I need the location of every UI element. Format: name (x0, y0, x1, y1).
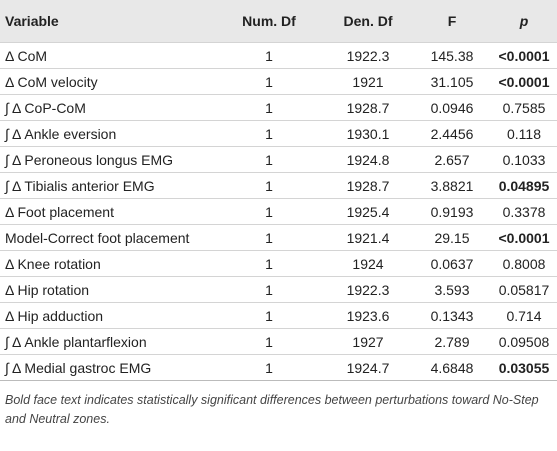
value-cell: 0.04895 (491, 172, 557, 199)
value-cell: <0.0001 (491, 224, 557, 251)
footnote: Bold face text indicates statistically s… (0, 380, 557, 429)
variable-cell: ∫ Δ Peroneous longus EMG (0, 146, 215, 173)
value-cell: 1 (215, 354, 323, 380)
header-cell: Variable (0, 0, 215, 43)
value-cell: 2.4456 (413, 120, 491, 147)
value-cell: 0.3378 (491, 198, 557, 225)
value-cell: 1930.1 (323, 120, 413, 147)
value-cell: <0.0001 (491, 68, 557, 95)
value-cell: 1924.7 (323, 354, 413, 380)
value-cell: 1 (215, 68, 323, 95)
value-cell: 1928.7 (323, 172, 413, 199)
value-cell: 0.05817 (491, 276, 557, 303)
table-row: ∫ Δ CoP-CoM 1 1928.7 0.0946 0.7585 (0, 94, 557, 121)
value-cell: 1 (215, 198, 323, 225)
value-cell: 1 (215, 146, 323, 173)
value-cell: 0.03055 (491, 354, 557, 380)
value-cell: 1921.4 (323, 224, 413, 251)
value-cell: 29.15 (413, 224, 491, 251)
table-row: Δ Hip adduction 1 1923.6 0.1343 0.714 (0, 302, 557, 329)
header-row: Variable Num. Df Den. Df F p (0, 0, 557, 43)
table-body: Δ CoM 1 1922.3 145.38 <0.0001 Δ CoM velocity 1… (0, 42, 557, 380)
value-cell: 1 (215, 250, 323, 277)
variable-cell: Model-Correct foot placement (0, 224, 215, 251)
value-cell: 0.0637 (413, 250, 491, 277)
value-cell: 2.657 (413, 146, 491, 173)
value-cell: <0.0001 (491, 42, 557, 69)
value-cell: 1924.8 (323, 146, 413, 173)
value-cell: 1 (215, 120, 323, 147)
table-row: Model-Correct foot placement 1 1921.4 29.15… (0, 224, 557, 251)
value-cell: 0.7585 (491, 94, 557, 121)
header-cell: p (491, 0, 557, 43)
value-cell: 1922.3 (323, 42, 413, 69)
variable-cell: ∫ Δ Ankle plantarflexion (0, 328, 215, 355)
table-row: ∫ Δ Peroneous longus EMG 1 1924.8 2.657 0.10… (0, 146, 557, 173)
value-cell: 145.38 (413, 42, 491, 69)
value-cell: 4.6848 (413, 354, 491, 380)
table-row: Δ CoM velocity 1 1921 31.105 <0.0001 (0, 68, 557, 95)
table-row: Δ Knee rotation 1 1924 0.0637 0.8008 (0, 250, 557, 277)
value-cell: 1 (215, 172, 323, 199)
value-cell: 1 (215, 42, 323, 69)
value-cell: 0.0946 (413, 94, 491, 121)
value-cell: 1925.4 (323, 198, 413, 225)
value-cell: 0.1343 (413, 302, 491, 329)
variable-cell: Δ CoM velocity (0, 68, 215, 95)
value-cell: 1928.7 (323, 94, 413, 121)
value-cell: 2.789 (413, 328, 491, 355)
value-cell: 1927 (323, 328, 413, 355)
value-cell: 1 (215, 328, 323, 355)
variable-cell: Δ CoM (0, 42, 215, 69)
table-row: Δ CoM 1 1922.3 145.38 <0.0001 (0, 42, 557, 69)
value-cell: 3.8821 (413, 172, 491, 199)
value-cell: 1 (215, 94, 323, 121)
variable-cell: ∫ Δ Ankle eversion (0, 120, 215, 147)
variable-cell: ∫ Δ Tibialis anterior EMG (0, 172, 215, 199)
value-cell: 1923.6 (323, 302, 413, 329)
header-cell: Den. Df (323, 0, 413, 43)
value-cell: 1921 (323, 68, 413, 95)
table-row: ∫ Δ Ankle eversion 1 1930.1 2.4456 0.118 (0, 120, 557, 147)
value-cell: 0.8008 (491, 250, 557, 277)
value-cell: 1 (215, 224, 323, 251)
variable-cell: Δ Hip adduction (0, 302, 215, 329)
value-cell: 31.105 (413, 68, 491, 95)
table-row: Δ Foot placement 1 1925.4 0.9193 0.3378 (0, 198, 557, 225)
value-cell: 1924 (323, 250, 413, 277)
value-cell: 0.118 (491, 120, 557, 147)
variable-cell: ∫ Δ Medial gastroc EMG (0, 354, 215, 380)
value-cell: 3.593 (413, 276, 491, 303)
variable-cell: ∫ Δ CoP-CoM (0, 94, 215, 121)
variable-cell: Δ Hip rotation (0, 276, 215, 303)
value-cell: 0.9193 (413, 198, 491, 225)
results-table: Variable Num. Df Den. Df F p Δ CoM 1 1922.… (0, 0, 557, 380)
value-cell: 0.09508 (491, 328, 557, 355)
variable-cell: Δ Foot placement (0, 198, 215, 225)
value-cell: 1922.3 (323, 276, 413, 303)
value-cell: 1 (215, 276, 323, 303)
table-row: ∫ Δ Tibialis anterior EMG 1 1928.7 3.8821 0.… (0, 172, 557, 199)
header-cell: F (413, 0, 491, 43)
table-row: ∫ Δ Medial gastroc EMG 1 1924.7 4.6848 0.030… (0, 354, 557, 380)
header-cell: Num. Df (215, 0, 323, 43)
table-row: Δ Hip rotation 1 1922.3 3.593 0.05817 (0, 276, 557, 303)
value-cell: 0.1033 (491, 146, 557, 173)
value-cell: 1 (215, 302, 323, 329)
value-cell: 0.714 (491, 302, 557, 329)
table-row: ∫ Δ Ankle plantarflexion 1 1927 2.789 0.0950… (0, 328, 557, 355)
variable-cell: Δ Knee rotation (0, 250, 215, 277)
